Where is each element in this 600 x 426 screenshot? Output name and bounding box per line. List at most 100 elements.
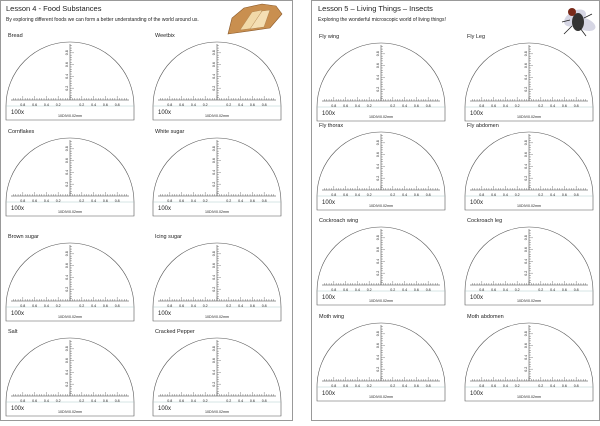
v-scale-label: 0.8 [212, 251, 216, 256]
v-scale-label: 0.8 [212, 346, 216, 351]
v-scale-label: 0.6 [212, 158, 216, 163]
h-scale-label: 0.8 [262, 304, 267, 308]
reticle: 0.8 0.8 0.8 0.6 0.6 0.6 0.4 0.4 0.4 0.2 0.2 0.2 100x… [152, 242, 282, 322]
v-scale-label: 0.4 [524, 259, 528, 264]
v-scale-label: 0.6 [212, 263, 216, 268]
panel-label: Weetbix [155, 33, 175, 39]
h-scale-label: 0.8 [167, 304, 172, 308]
h-scale-label: 0.4 [191, 399, 196, 403]
h-scale-label: 0.6 [179, 103, 184, 107]
h-scale-label: 0.4 [503, 384, 508, 388]
h-scale-label: 0.6 [32, 399, 37, 403]
v-scale-label: 0.6 [212, 62, 216, 67]
h-scale-label: 0.2 [56, 399, 61, 403]
reticle: 0.8 0.8 0.8 0.6 0.6 0.6 0.4 0.4 0.4 0.2 0.2 0.2 100x… [5, 337, 135, 417]
v-scale-label: 0.8 [524, 235, 528, 240]
v-scale-label: 0.8 [376, 140, 380, 145]
magnification: 100x [158, 110, 171, 116]
h-scale-label: 0.8 [115, 399, 120, 403]
division: 10DIV/0.02mm [205, 114, 229, 118]
h-scale-label: 0.2 [203, 199, 208, 203]
h-scale-label: 0.8 [426, 384, 431, 388]
h-scale-label: 0.4 [91, 103, 96, 107]
h-scale-label: 0.4 [503, 193, 508, 197]
h-scale-label: 0.8 [426, 288, 431, 292]
h-scale-label: 0.6 [103, 103, 108, 107]
v-scale-label: 0.2 [376, 176, 380, 181]
h-scale-label: 0.4 [238, 103, 243, 107]
h-scale-label: 0.6 [103, 199, 108, 203]
h-scale-label: 0.2 [390, 384, 395, 388]
slice [249, 9, 271, 30]
v-scale-label: 0.8 [65, 251, 69, 256]
h-scale-label: 0.2 [79, 199, 84, 203]
h-scale-label: 0.8 [574, 288, 579, 292]
h-scale-label: 0.4 [503, 104, 508, 108]
division: 10DIV/0.02mm [58, 315, 82, 319]
v-scale-label: 0.4 [212, 74, 216, 79]
h-scale-label: 0.6 [32, 304, 37, 308]
v-scale-label: 0.6 [524, 152, 528, 157]
v-scale-label: 0.8 [376, 235, 380, 240]
division: 10DIV/0.02mm [369, 115, 393, 119]
h-scale-label: 0.6 [414, 193, 419, 197]
v-scale-label: 0.2 [524, 176, 528, 181]
magnification: 100x [158, 206, 171, 212]
h-scale-label: 0.8 [115, 304, 120, 308]
v-scale-label: 0.6 [376, 343, 380, 348]
reticle: 0.8 0.8 0.8 0.6 0.6 0.6 0.4 0.4 0.4 0.2 0.2 0.2 100x… [5, 41, 135, 121]
h-scale-label: 0.8 [331, 384, 336, 388]
v-scale-label: 0.2 [65, 182, 69, 187]
magnification: 100x [11, 110, 24, 116]
h-scale-label: 0.2 [515, 193, 520, 197]
panel-label: Cockroach wing [319, 218, 358, 224]
v-scale-label: 0.2 [212, 287, 216, 292]
h-scale-label: 0.6 [103, 399, 108, 403]
h-scale-label: 0.2 [367, 384, 372, 388]
h-scale-label: 0.4 [191, 304, 196, 308]
v-scale-label: 0.2 [376, 367, 380, 372]
h-scale-label: 0.6 [179, 199, 184, 203]
h-scale-label: 0.6 [343, 104, 348, 108]
h-scale-label: 0.8 [331, 193, 336, 197]
h-scale-label: 0.6 [32, 199, 37, 203]
reticle: 0.8 0.8 0.8 0.6 0.6 0.6 0.4 0.4 0.4 0.2 0.2 0.2 100x… [152, 137, 282, 217]
division: 10DIV/0.02mm [517, 299, 541, 303]
h-scale-label: 0.2 [226, 199, 231, 203]
panel-label: Fly abdomen [467, 123, 499, 129]
v-scale-label: 0.8 [524, 331, 528, 336]
v-scale-label: 0.4 [524, 164, 528, 169]
reticle: 0.8 0.8 0.8 0.6 0.6 0.6 0.4 0.4 0.4 0.2 0.2 0.2 100x… [152, 337, 282, 417]
reticle: 0.8 0.8 0.8 0.6 0.6 0.6 0.4 0.4 0.4 0.2 0.2 0.2 100x… [152, 41, 282, 121]
right-subtitle: Exploring the wonderful microscopic worl… [318, 17, 446, 23]
h-scale-label: 0.8 [20, 304, 25, 308]
h-scale-label: 0.8 [115, 103, 120, 107]
v-scale-label: 0.4 [212, 170, 216, 175]
magnification: 100x [322, 111, 335, 117]
h-scale-label: 0.4 [550, 193, 555, 197]
h-scale-label: 0.6 [179, 304, 184, 308]
h-scale-label: 0.6 [414, 104, 419, 108]
v-scale-label: 0.4 [65, 74, 69, 79]
v-scale-label: 0.4 [212, 370, 216, 375]
h-scale-label: 0.4 [44, 103, 49, 107]
v-scale-label: 0.8 [376, 331, 380, 336]
v-scale-label: 0.8 [65, 50, 69, 55]
reticle: 0.8 0.8 0.8 0.6 0.6 0.6 0.4 0.4 0.4 0.2 0.2 0.2 100x… [5, 242, 135, 322]
h-scale-label: 0.8 [479, 104, 484, 108]
h-scale-label: 0.6 [491, 193, 496, 197]
panel-label: Fly Leg [467, 34, 485, 40]
h-scale-label: 0.4 [238, 399, 243, 403]
h-scale-label: 0.4 [238, 199, 243, 203]
h-scale-label: 0.4 [91, 399, 96, 403]
h-scale-label: 0.6 [414, 384, 419, 388]
v-scale-label: 0.4 [65, 370, 69, 375]
h-scale-label: 0.4 [550, 104, 555, 108]
h-scale-label: 0.6 [562, 288, 567, 292]
panel-label: Moth wing [319, 314, 344, 320]
v-scale-label: 0.2 [524, 271, 528, 276]
h-scale-label: 0.2 [515, 384, 520, 388]
division: 10DIV/0.02mm [517, 204, 541, 208]
magnification: 100x [470, 111, 483, 117]
h-scale-label: 0.8 [115, 199, 120, 203]
